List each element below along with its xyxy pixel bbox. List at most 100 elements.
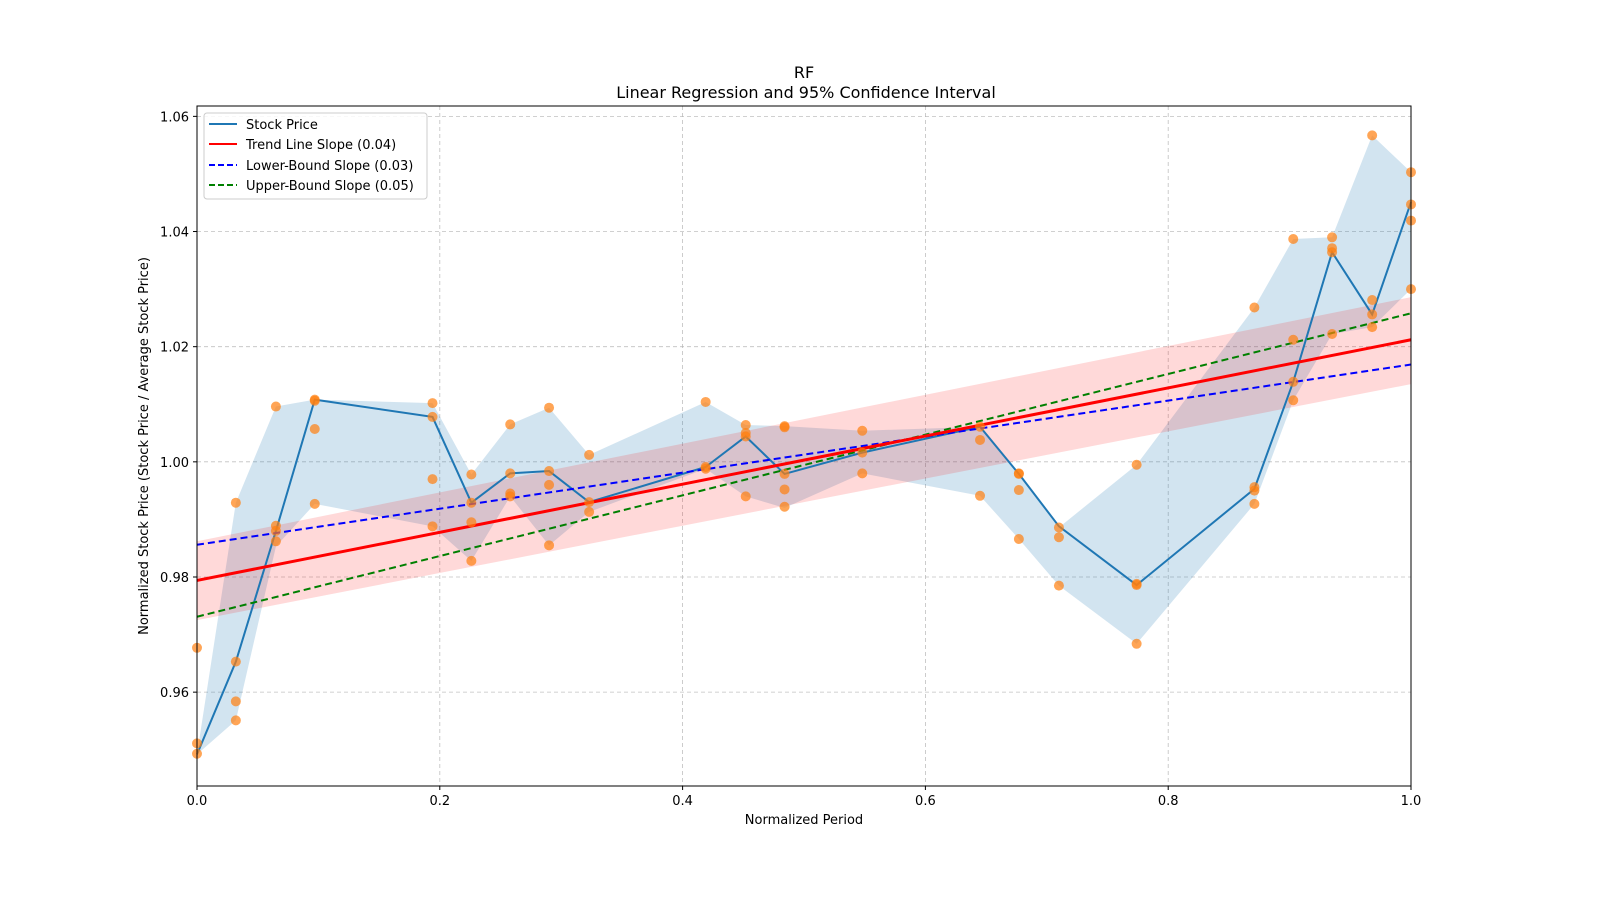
scatter-point [700,463,711,474]
chart-title: RF [794,63,814,82]
stock-price-line [196,201,1412,755]
scatter-point [584,506,595,517]
x-tick-label: 1.0 [1401,794,1422,809]
legend-label-upper-bound: Upper-Bound Slope (0.05) [246,179,414,194]
scatter-point [466,497,477,508]
scatter-point [779,501,790,512]
scatter-point [1288,234,1299,245]
scatter-point [1249,498,1260,509]
scatter-point [584,497,595,508]
scatter-point [309,424,320,435]
scatter-point [1013,533,1024,544]
scatter-point [270,401,281,412]
scatter-point [505,491,516,502]
scatter-point [544,402,555,413]
scatter-point [857,468,868,479]
scatter-point [1288,334,1299,345]
scatter-point [466,469,477,480]
scatter-point [427,474,438,485]
scatter-point [270,536,281,547]
scatter-point [427,521,438,532]
confidence-bands [197,135,1411,755]
scatter-point [740,491,751,502]
scatter-point [1249,485,1260,496]
scatter-point [740,431,751,442]
y-tick-label: 1.00 [160,456,189,471]
y-tick-label: 1.02 [160,341,189,356]
y-axis-label: Normalized Stock Price (Stock Price / Av… [137,257,152,635]
trend-line [196,338,1412,582]
scatter-point [466,555,477,566]
scatter-point [309,395,320,406]
scatter-point [975,434,986,445]
legend-box [203,112,428,200]
scatter-point [857,425,868,436]
scatter-point [1053,532,1064,543]
plot-frame [196,105,1412,787]
scatter-point [1013,468,1024,479]
y-axis-ticks: 0.96 0.98 1.00 1.02 1.04 1.06 [160,110,197,701]
scatter-point [700,396,711,407]
scatter-point [779,422,790,433]
x-tick-label: 0.2 [429,794,450,809]
scatter-point [975,421,986,432]
scatter-point [1327,232,1338,243]
scatter-point [230,656,241,667]
grid [196,106,1412,786]
scatter-point [505,468,516,479]
scatter-point [1367,322,1378,333]
lower-bound-line [196,363,1412,546]
scatter-points [192,130,1416,759]
scatter-point [1327,329,1338,340]
x-axis-label: Normalized Period [745,813,863,828]
y-tick-label: 1.04 [160,226,189,241]
scatter-point [1367,295,1378,306]
chart-subtitle: Linear Regression and 95% Confidence Int… [616,83,996,102]
x-tick-label: 0.0 [187,794,208,809]
y-tick-label: 1.06 [160,110,189,125]
scatter-point [1367,309,1378,320]
scatter-point [544,479,555,490]
scatter-point [779,468,790,479]
scatter-point [309,498,320,509]
scatter-point [779,484,790,495]
scatter-point [270,525,281,536]
scatter-point [1131,459,1142,470]
scatter-point [1288,376,1299,387]
scatter-point [1013,485,1024,496]
scatter-point [544,540,555,551]
scatter-point [1327,247,1338,258]
scatter-point [740,419,751,430]
stock-price-band [197,135,1411,755]
x-tick-label: 0.6 [915,794,936,809]
scatter-point [975,490,986,501]
x-tick-label: 0.4 [672,794,693,809]
scatter-point [857,447,868,458]
scatter-point [1367,130,1378,141]
scatter-point [1053,522,1064,533]
scatter-point [427,411,438,422]
scatter-point [230,497,241,508]
scatter-point [544,466,555,477]
scatter-point [505,419,516,430]
scatter-point [1249,302,1260,313]
y-tick-label: 0.96 [160,686,189,701]
legend: Stock Price Trend Line Slope (0.04) Lowe… [203,112,428,200]
x-tick-label: 0.8 [1158,794,1179,809]
scatter-point [1131,580,1142,591]
scatter-point [584,449,595,460]
legend-label-lower-bound: Lower-Bound Slope (0.03) [246,159,413,174]
scatter-point [230,696,241,707]
series-lines [196,201,1412,755]
y-tick-label: 0.98 [160,571,189,586]
legend-label-trend-line: Trend Line Slope (0.04) [245,138,396,153]
scatter-point [1053,580,1064,591]
x-axis-ticks: 0.0 0.2 0.4 0.6 0.8 1.0 [187,786,1422,809]
scatter-point [466,517,477,528]
scatter-point [427,398,438,409]
scatter-point [230,715,241,726]
legend-label-stock-price: Stock Price [246,118,318,133]
scatter-point [1131,638,1142,649]
scatter-point [1288,395,1299,406]
